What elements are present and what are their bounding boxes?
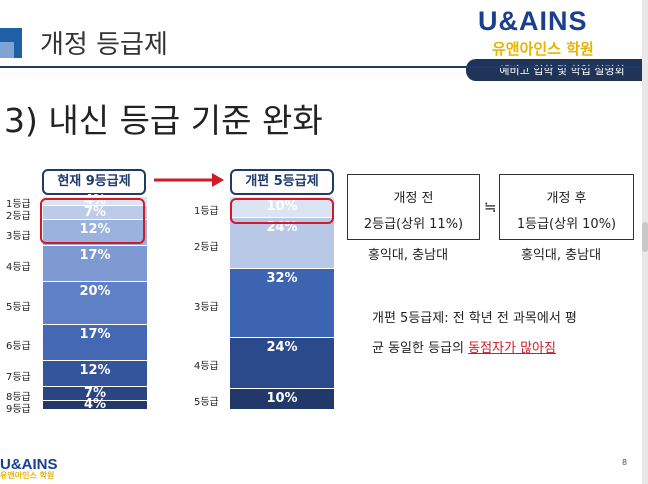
after-title: 개정 후 bbox=[546, 191, 587, 206]
old-grade-label-5: 5등급 bbox=[6, 301, 31, 313]
before-universities: 홍익대, 충남대 bbox=[368, 248, 449, 263]
old-segment-9: 4% bbox=[43, 399, 147, 411]
new-segment-3: 32% bbox=[230, 269, 334, 338]
before-box: 개정 전 2등급(상위 11%) bbox=[347, 174, 480, 240]
old-grade-label-3: 3등급 bbox=[6, 231, 31, 243]
note-line-2-text: 균 동일한 등급의 bbox=[372, 341, 469, 356]
old-grade-label-2: 2등급 bbox=[6, 210, 31, 222]
new-grade-label-2: 2등급 bbox=[194, 241, 219, 253]
new-segment-1: 10% bbox=[230, 197, 334, 219]
old-grade-label-9: 9등급 bbox=[6, 403, 31, 415]
after-detail: 1등급(상위 10%) bbox=[516, 217, 617, 232]
new-grade-label-4: 4등급 bbox=[194, 361, 219, 373]
old-segment-2: 7% bbox=[43, 205, 147, 221]
old-grade-label-4: 4등급 bbox=[6, 262, 31, 274]
old-grade-label-6: 6등급 bbox=[6, 340, 31, 352]
new-grade-bar: 10% 24% 32% 24% 10% bbox=[230, 197, 334, 410]
before-title: 개정 전 bbox=[393, 191, 434, 206]
approx-equal-icon: ≒ bbox=[484, 198, 497, 216]
event-banner-text: 예비고 입학 및 학업 설명회 bbox=[499, 64, 625, 77]
new-segment-4: 24% bbox=[230, 337, 334, 389]
footer-logo-subtext: 유앤아인스 학원 bbox=[0, 471, 55, 480]
header-divider bbox=[0, 66, 640, 68]
old-grade-bar: 4% 7% 12% 17% 20% 17% 12% 7% 4% bbox=[43, 194, 147, 411]
arrow-right-icon bbox=[154, 173, 224, 187]
old-grade-label-7: 7등급 bbox=[6, 371, 31, 383]
page-title: 개정 등급제 bbox=[40, 30, 168, 60]
old-segment-1: 4% bbox=[43, 194, 147, 207]
after-universities: 홍익대, 충남대 bbox=[521, 248, 602, 263]
old-segment-4: 17% bbox=[43, 245, 147, 283]
note-emphasis: 동점자가 많아짐 bbox=[468, 341, 556, 356]
new-grade-label-3: 3등급 bbox=[194, 301, 219, 313]
before-detail: 2등급(상위 11%) bbox=[363, 217, 464, 232]
logo-subtext: 유앤아인스 학원 bbox=[492, 40, 594, 58]
old-system-label: 현재 9등급제 bbox=[42, 169, 146, 195]
new-segment-5: 10% bbox=[230, 388, 334, 410]
page-number: 8 bbox=[622, 458, 628, 467]
old-segment-7: 12% bbox=[43, 361, 147, 387]
new-segment-2: 24% bbox=[230, 218, 334, 270]
old-grade-label-1: 1등급 bbox=[6, 199, 31, 211]
after-box: 개정 후 1등급(상위 10%) bbox=[499, 174, 634, 240]
new-top-grade-highlight bbox=[230, 198, 334, 224]
note-line-2: 균 동일한 등급의 동점자가 많아짐 bbox=[372, 337, 556, 356]
new-grade-label-5: 5등급 bbox=[194, 397, 219, 409]
new-grade-label-1: 1등급 bbox=[194, 205, 219, 217]
scrollbar-thumb[interactable] bbox=[642, 222, 648, 252]
old-segment-8: 7% bbox=[43, 386, 147, 402]
old-top-grades-highlight bbox=[40, 198, 145, 244]
section-heading: 3) 내신 등급 기준 완화 bbox=[4, 101, 323, 140]
header-accent-square-light bbox=[0, 42, 14, 58]
old-segment-5: 20% bbox=[43, 282, 147, 325]
footer-logo: U&AINS bbox=[0, 456, 58, 473]
event-banner bbox=[466, 59, 642, 81]
old-grade-label-8: 8등급 bbox=[6, 392, 31, 404]
old-segment-3: 12% bbox=[43, 220, 147, 246]
logo-text: U&AINS bbox=[478, 6, 588, 36]
new-system-label: 개편 5등급제 bbox=[230, 169, 334, 195]
note-line-1: 개편 5등급제: 전 학년 전 과목에서 평 bbox=[372, 311, 577, 326]
old-segment-6: 17% bbox=[43, 324, 147, 361]
